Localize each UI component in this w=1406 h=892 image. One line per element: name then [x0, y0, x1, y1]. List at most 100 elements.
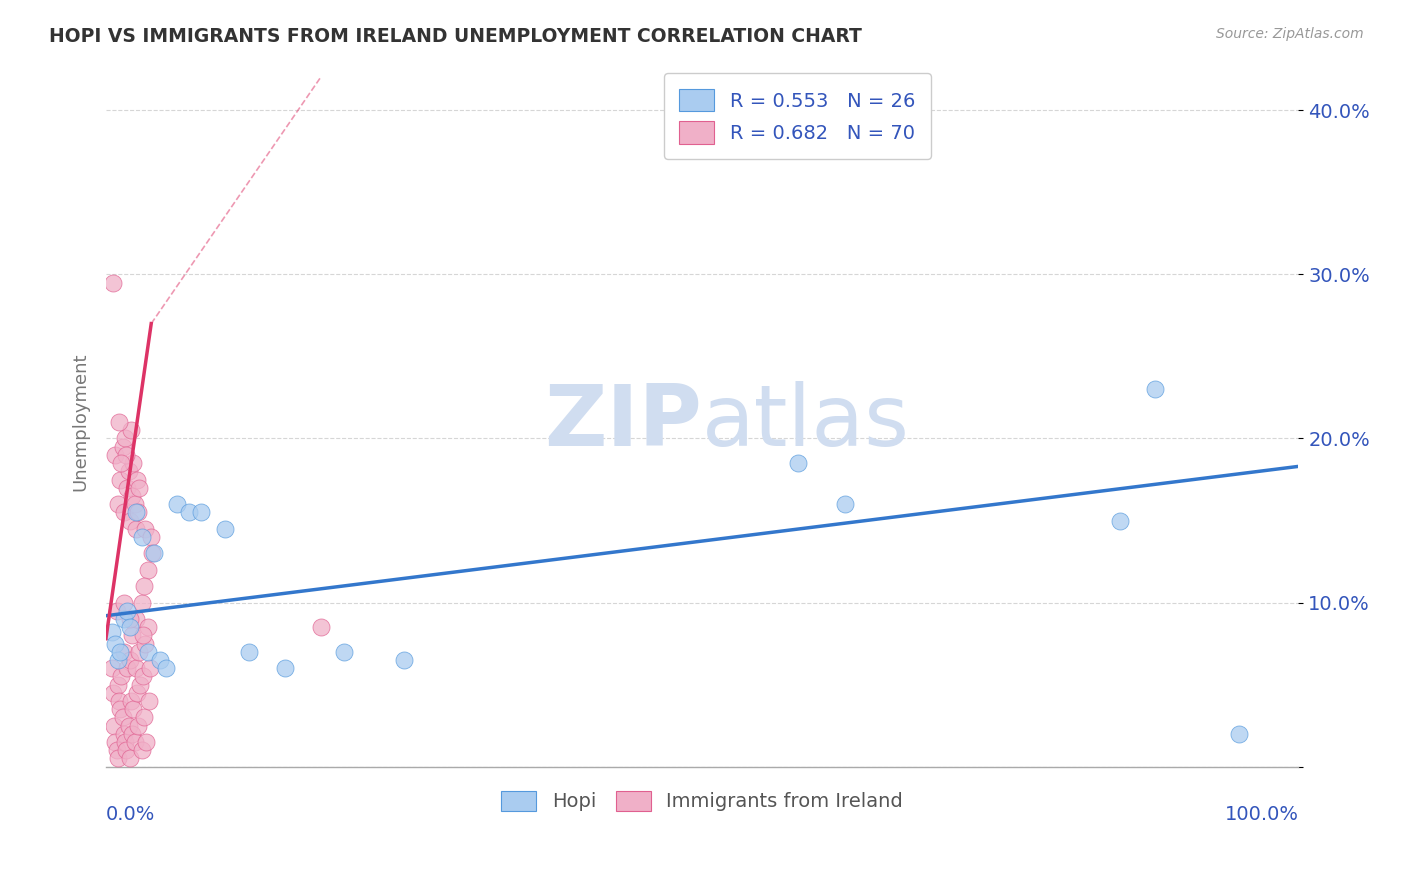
Point [107, 653, 129, 667]
Point [1108, 514, 1130, 528]
Point [118, 653, 141, 667]
Point [179, 505, 201, 519]
Point [120, 423, 142, 437]
Point [117, 604, 139, 618]
Point [112, 505, 135, 519]
Point [107, 678, 129, 692]
Point [136, 645, 159, 659]
Point [138, 694, 160, 708]
Point [135, 735, 157, 749]
Point [139, 661, 162, 675]
Point [141, 546, 163, 560]
Point [118, 751, 141, 765]
Point [274, 661, 297, 675]
Point [834, 497, 856, 511]
Text: HOPI VS IMMIGRANTS FROM IRELAND UNEMPLOYMENT CORRELATION CHART: HOPI VS IMMIGRANTS FROM IRELAND UNEMPLOY… [49, 27, 862, 45]
Point [117, 719, 139, 733]
Point [125, 522, 148, 536]
Point [115, 743, 138, 757]
Point [118, 514, 141, 528]
Point [114, 432, 136, 446]
Point [124, 735, 146, 749]
Point [238, 645, 260, 659]
Point [125, 661, 148, 675]
Point [107, 497, 129, 511]
Point [122, 456, 145, 470]
Point [128, 645, 150, 659]
Point [111, 440, 134, 454]
Point [112, 612, 135, 626]
Point [392, 653, 415, 667]
Point [108, 415, 131, 429]
Point [104, 735, 127, 749]
Point [110, 456, 132, 470]
Point [112, 645, 135, 659]
Point [134, 522, 156, 536]
Point [121, 727, 143, 741]
Point [107, 751, 129, 765]
Point [125, 473, 148, 487]
Point [142, 546, 165, 560]
Point [141, 530, 163, 544]
Point [127, 719, 149, 733]
Point [134, 637, 156, 651]
Point [131, 743, 153, 757]
Point [1227, 727, 1250, 741]
Point [132, 579, 155, 593]
Point [112, 596, 135, 610]
Point [101, 661, 124, 675]
Point [110, 702, 132, 716]
Point [121, 489, 143, 503]
Point [309, 620, 332, 634]
Point [112, 727, 135, 741]
Point [136, 620, 159, 634]
Point [166, 497, 188, 511]
Point [105, 604, 128, 618]
Point [129, 678, 152, 692]
Point [114, 735, 136, 749]
Point [190, 505, 212, 519]
Point [333, 645, 356, 659]
Point [104, 448, 127, 462]
Point [214, 522, 236, 536]
Text: Source: ZipAtlas.com: Source: ZipAtlas.com [1216, 27, 1364, 41]
Text: 100.0%: 100.0% [1225, 805, 1298, 823]
Point [101, 686, 124, 700]
Point [1144, 382, 1167, 396]
Text: 0.0%: 0.0% [105, 805, 155, 823]
Point [125, 612, 148, 626]
Point [131, 530, 153, 544]
Point [108, 694, 131, 708]
Point [118, 620, 141, 634]
Point [110, 473, 132, 487]
Point [101, 276, 124, 290]
Point [148, 653, 170, 667]
Point [127, 505, 149, 519]
Point [101, 625, 124, 640]
Point [131, 596, 153, 610]
Point [155, 661, 177, 675]
Point [110, 645, 132, 659]
Text: ZIP: ZIP [544, 381, 702, 464]
Point [103, 719, 125, 733]
Point [104, 637, 127, 651]
Point [128, 481, 150, 495]
Point [117, 481, 139, 495]
Point [786, 456, 808, 470]
Point [110, 669, 132, 683]
Point [120, 694, 142, 708]
Point [124, 497, 146, 511]
Point [111, 710, 134, 724]
Y-axis label: Unemployment: Unemployment [72, 353, 89, 491]
Point [115, 448, 138, 462]
Point [125, 686, 148, 700]
Point [117, 464, 139, 478]
Point [132, 628, 155, 642]
Point [118, 612, 141, 626]
Legend: Hopi, Immigrants from Ireland: Hopi, Immigrants from Ireland [494, 783, 911, 819]
Point [105, 743, 128, 757]
Point [132, 669, 155, 683]
Point [136, 563, 159, 577]
Point [132, 710, 155, 724]
Point [117, 661, 139, 675]
